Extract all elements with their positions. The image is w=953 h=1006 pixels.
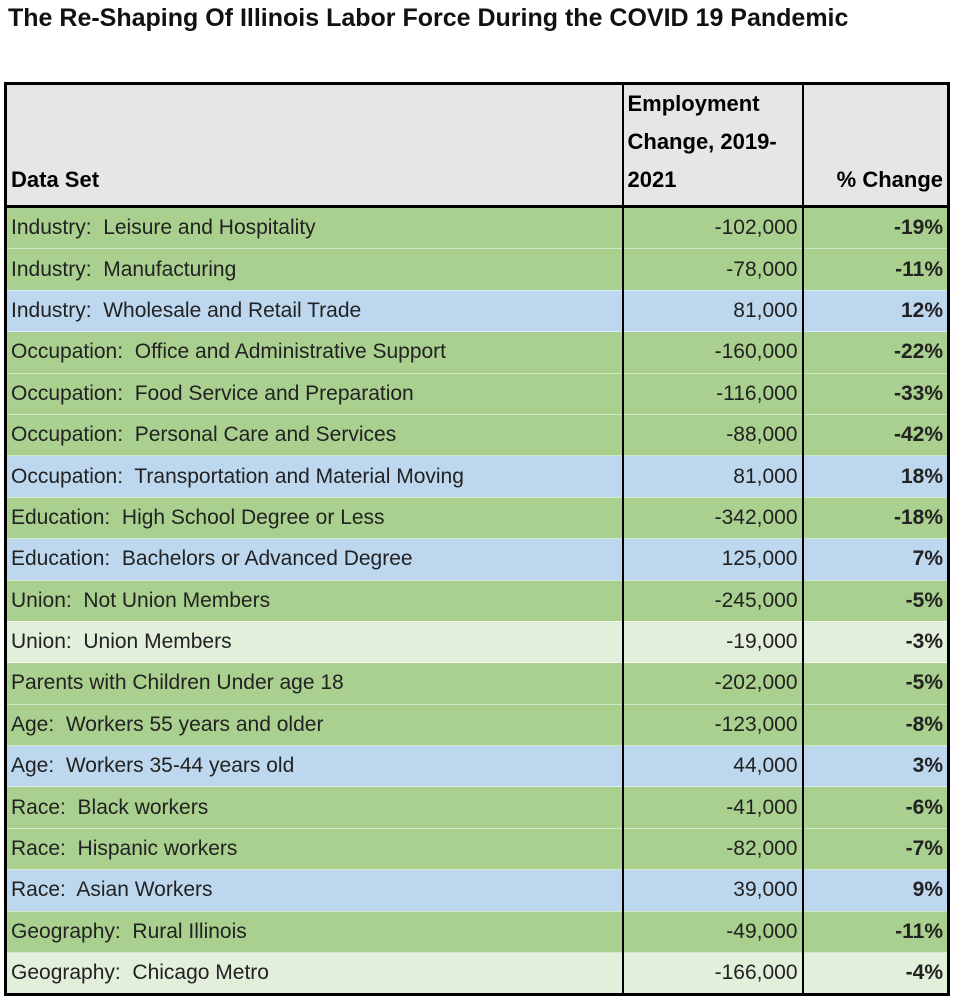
label-cell: Occupation: Office and Administrative Su… bbox=[5, 331, 623, 374]
employment-cell: 81,000 bbox=[621, 455, 803, 498]
label-cell: Parents with Children Under age 18 bbox=[5, 662, 623, 705]
label-cell: Race: Black workers bbox=[5, 786, 623, 829]
title: The Re-Shaping Of Illinois Labor Force D… bbox=[8, 4, 849, 32]
table-row: Education: Bachelors or Advanced Degree 1… bbox=[5, 538, 949, 581]
label-cell: Education: Bachelors or Advanced Degree bbox=[5, 538, 623, 581]
percent-cell: -3% bbox=[801, 621, 949, 664]
table-row: Industry: Wholesale and Retail Trade 81,0… bbox=[5, 290, 949, 333]
percent-cell: 3% bbox=[801, 745, 949, 788]
employment-cell: 39,000 bbox=[621, 869, 803, 912]
percent-cell: 7% bbox=[801, 538, 949, 581]
table-body: Industry: Leisure and Hospitality -102,00… bbox=[5, 206, 949, 996]
percent-cell: 12% bbox=[801, 290, 949, 333]
employment-cell: -342,000 bbox=[621, 497, 803, 540]
table-row: Occupation: Personal Care and Services -8… bbox=[5, 414, 949, 457]
table-row: Geography: Rural Illinois -49,000 -11% bbox=[5, 911, 949, 954]
table-row: Race: Hispanic workers -82,000 -7% bbox=[5, 828, 949, 871]
table-row: Race: Asian Workers 39,000 9% bbox=[5, 869, 949, 912]
percent-cell: -19% bbox=[801, 206, 949, 250]
label-cell: Race: Hispanic workers bbox=[5, 828, 623, 871]
header-cell: Employment Change, 2019-2021 bbox=[621, 83, 803, 208]
table-row: Occupation: Food Service and Preparation… bbox=[5, 373, 949, 415]
label-cell: Occupation: Transportation and Material … bbox=[5, 455, 623, 498]
employment-cell: -88,000 bbox=[621, 414, 803, 457]
percent-cell: -5% bbox=[801, 662, 949, 705]
percent-cell: -22% bbox=[801, 331, 949, 374]
header-row: Data Set Employment Change, 2019-2021 % … bbox=[5, 83, 949, 208]
employment-cell: -82,000 bbox=[621, 828, 803, 871]
employment-cell: -245,000 bbox=[621, 580, 803, 622]
employment-cell: -116,000 bbox=[621, 373, 803, 415]
table-header: Data Set Employment Change, 2019-2021 % … bbox=[5, 83, 949, 208]
label-cell: Union: Union Members bbox=[5, 621, 623, 664]
label-cell: Industry: Leisure and Hospitality bbox=[5, 206, 623, 250]
percent-cell: -6% bbox=[801, 786, 949, 829]
label-cell: Education: High School Degree or Less bbox=[5, 497, 623, 540]
table-row: Geography: Chicago Metro -166,000 -4% bbox=[5, 952, 949, 996]
employment-cell: -49,000 bbox=[621, 911, 803, 954]
table-row: Industry: Leisure and Hospitality -102,00… bbox=[5, 206, 949, 250]
table-row: Occupation: Office and Administrative Su… bbox=[5, 331, 949, 374]
table-row: Age: Workers 35-44 years old 44,000 3% bbox=[5, 745, 949, 788]
table-row: Parents with Children Under age 18 -202,0… bbox=[5, 662, 949, 705]
percent-cell: -11% bbox=[801, 248, 949, 291]
percent-cell: -7% bbox=[801, 828, 949, 871]
label-cell: Age: Workers 55 years and older bbox=[5, 704, 623, 747]
table-row: Union: Not Union Members -245,000 -5% bbox=[5, 580, 949, 622]
percent-cell: -8% bbox=[801, 704, 949, 747]
employment-cell: -123,000 bbox=[621, 704, 803, 747]
employment-cell: -160,000 bbox=[621, 331, 803, 374]
label-cell: Race: Asian Workers bbox=[5, 869, 623, 912]
table-row: Union: Union Members -19,000 -3% bbox=[5, 621, 949, 664]
data-table: Data Set Employment Change, 2019-2021 % … bbox=[4, 82, 950, 997]
header-cell: Data Set bbox=[5, 83, 623, 208]
employment-cell: -41,000 bbox=[621, 786, 803, 829]
table-row: Race: Black workers -41,000 -6% bbox=[5, 786, 949, 829]
label-cell: Age: Workers 35-44 years old bbox=[5, 745, 623, 788]
label-cell: Occupation: Personal Care and Services bbox=[5, 414, 623, 457]
percent-cell: 18% bbox=[801, 455, 949, 498]
table-row: Age: Workers 55 years and older -123,000-… bbox=[5, 704, 949, 747]
percent-cell: -18% bbox=[801, 497, 949, 540]
employment-cell: 81,000 bbox=[621, 290, 803, 333]
percent-cell: 9% bbox=[801, 869, 949, 912]
percent-cell: -11% bbox=[801, 911, 949, 954]
employment-cell: -102,000 bbox=[621, 206, 803, 250]
employment-cell: -19,000 bbox=[621, 621, 803, 664]
percent-cell: -5% bbox=[801, 580, 949, 622]
label-cell: Geography: Chicago Metro bbox=[5, 952, 623, 996]
employment-cell: 125,000 bbox=[621, 538, 803, 581]
employment-cell: -202,000 bbox=[621, 662, 803, 705]
label-cell: Industry: Manufacturing bbox=[5, 248, 623, 291]
percent-cell: -4% bbox=[801, 952, 949, 996]
table-row: Occupation: Transportation and Material … bbox=[5, 455, 949, 498]
label-cell: Geography: Rural Illinois bbox=[5, 911, 623, 954]
table-row: Education: High School Degree or Less -34… bbox=[5, 497, 949, 540]
percent-cell: -33% bbox=[801, 373, 949, 415]
header-cell: % Change bbox=[801, 83, 949, 208]
table-row: Industry: Manufacturing -78,000 -11% bbox=[5, 248, 949, 291]
employment-cell: -166,000 bbox=[621, 952, 803, 996]
employment-cell: 44,000 bbox=[621, 745, 803, 788]
employment-cell: -78,000 bbox=[621, 248, 803, 291]
label-cell: Occupation: Food Service and Preparation bbox=[5, 373, 623, 415]
percent-cell: -42% bbox=[801, 414, 949, 457]
label-cell: Industry: Wholesale and Retail Trade bbox=[5, 290, 623, 333]
label-cell: Union: Not Union Members bbox=[5, 580, 623, 622]
